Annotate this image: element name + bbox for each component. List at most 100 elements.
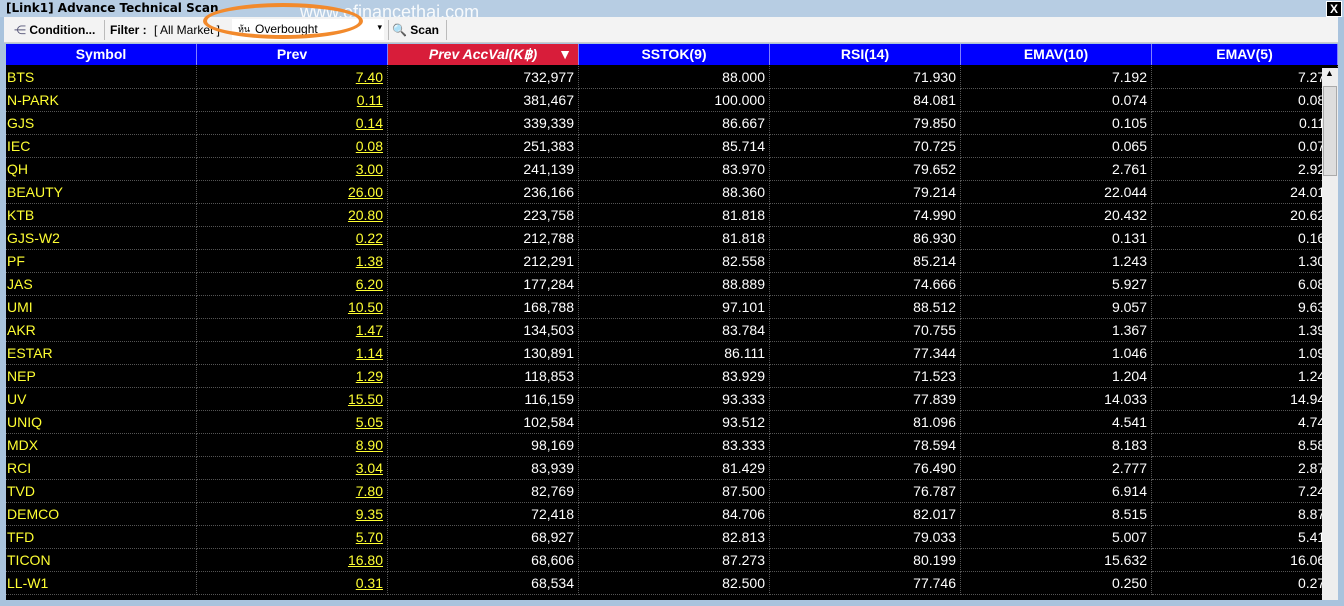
prev-price-link[interactable]: 26.00 (347, 184, 383, 200)
cell-rsi: 78.594 (770, 434, 961, 457)
table-row[interactable]: UV 15.50 116,159 93.333 77.839 14.033 14.946 (6, 388, 1338, 411)
prev-price-link[interactable]: 6.20 (355, 276, 383, 292)
cell-symbol: BEAUTY (6, 181, 197, 204)
prev-price-link[interactable]: 5.05 (355, 414, 383, 430)
prev-price-link[interactable]: 5.70 (355, 529, 383, 545)
prev-price-link[interactable]: 1.38 (355, 253, 383, 269)
sort-desc-icon: ▼ (558, 46, 572, 62)
cell-sstok: 83.970 (579, 158, 770, 181)
cell-emav5: 14.946 (1152, 388, 1338, 411)
cell-sstok: 88.360 (579, 181, 770, 204)
filter-market-select[interactable]: [ All Market ] (154, 23, 221, 37)
cell-prev-accval: 98,169 (388, 434, 579, 457)
table-row[interactable]: IEC 0.08 251,383 85.714 70.725 0.065 0.074 (6, 135, 1338, 158)
prev-price-link[interactable]: 7.40 (355, 69, 383, 85)
scan-type-prefix: หุ้น (238, 24, 251, 34)
cell-emav10: 8.515 (961, 503, 1152, 526)
prev-price-link[interactable]: 3.00 (355, 161, 383, 177)
table-row[interactable]: UMI 10.50 168,788 97.101 88.512 9.057 9.635 (6, 296, 1338, 319)
column-header-sstok[interactable]: SSTOK(9) (579, 44, 770, 65)
prev-price-link[interactable]: 3.04 (355, 460, 383, 476)
prev-price-link[interactable]: 0.14 (355, 115, 383, 131)
table-row[interactable]: JAS 6.20 177,284 88.889 74.666 5.927 6.087 (6, 273, 1338, 296)
table-row[interactable]: N-PARK 0.11 381,467 100.000 84.081 0.074 0.085 (6, 89, 1338, 112)
cell-prev-accval: 130,891 (388, 342, 579, 365)
divider (446, 20, 447, 40)
cell-prev-accval: 381,467 (388, 89, 579, 112)
cell-sstok: 86.667 (579, 112, 770, 135)
table-row[interactable]: BTS 7.40 732,977 88.000 71.930 7.192 7.275 (6, 66, 1338, 89)
column-header-symbol[interactable]: Symbol (6, 44, 197, 65)
cell-rsi: 88.512 (770, 296, 961, 319)
cell-symbol: BTS (6, 66, 197, 89)
table-row[interactable]: TVD 7.80 82,769 87.500 76.787 6.914 7.244 (6, 480, 1338, 503)
scan-type-dropdown[interactable]: หุ้น Overbought ▾ (232, 19, 384, 40)
column-header-emav5[interactable]: EMAV(5) (1152, 44, 1338, 65)
table-row[interactable]: PF 1.38 212,291 82.558 85.214 1.243 1.307 (6, 250, 1338, 273)
table-row[interactable]: LL-W1 0.31 68,534 82.500 77.746 0.250 0.279 (6, 572, 1338, 595)
cell-sstok: 86.111 (579, 342, 770, 365)
prev-price-link[interactable]: 16.80 (347, 552, 383, 568)
prev-price-link[interactable]: 0.31 (355, 575, 383, 591)
table-row[interactable]: AKR 1.47 134,503 83.784 70.755 1.367 1.393 (6, 319, 1338, 342)
cell-symbol: GJS-W2 (6, 227, 197, 250)
column-header-rsi[interactable]: RSI(14) (770, 44, 961, 65)
column-header-label: RSI(14) (840, 46, 890, 62)
cell-prev-accval: 732,977 (388, 66, 579, 89)
cell-sstok: 81.429 (579, 457, 770, 480)
prev-price-link[interactable]: 8.90 (355, 437, 383, 453)
cell-prev-accval: 134,503 (388, 319, 579, 342)
table-row[interactable]: DEMCO 9.35 72,418 84.706 82.017 8.515 8.878 (6, 503, 1338, 526)
window-title: [Link1] Advance Technical Scan (6, 1, 219, 15)
cell-rsi: 77.746 (770, 572, 961, 595)
prev-price-link[interactable]: 0.11 (356, 92, 383, 108)
table-row[interactable]: RCI 3.04 83,939 81.429 76.490 2.777 2.870 (6, 457, 1338, 480)
prev-price-link[interactable]: 1.14 (355, 345, 383, 361)
table-row[interactable]: GJS 0.14 339,339 86.667 79.850 0.105 0.117 (6, 112, 1338, 135)
table-row[interactable]: KTB 20.80 223,758 81.818 74.990 20.432 20.622 (6, 204, 1338, 227)
table-row[interactable]: MDX 8.90 98,169 83.333 78.594 8.183 8.581 (6, 434, 1338, 457)
cell-rsi: 70.725 (770, 135, 961, 158)
cell-rsi: 76.787 (770, 480, 961, 503)
prev-price-link[interactable]: 0.08 (355, 138, 383, 154)
table-row[interactable]: TICON 16.80 68,606 87.273 80.199 15.632 16.064 (6, 549, 1338, 572)
chevron-down-icon[interactable]: ▾ (377, 22, 382, 32)
column-header-label: Prev (276, 46, 308, 62)
prev-price-link[interactable]: 7.80 (355, 483, 383, 499)
cell-prev: 15.50 (197, 388, 388, 411)
cell-prev: 3.04 (197, 457, 388, 480)
cell-emav10: 0.131 (961, 227, 1152, 250)
cell-rsi: 79.652 (770, 158, 961, 181)
prev-price-link[interactable]: 15.50 (347, 391, 383, 407)
condition-button[interactable]: ⋲ Condition... (14, 21, 95, 39)
cell-rsi: 79.850 (770, 112, 961, 135)
prev-price-link[interactable]: 0.22 (355, 230, 383, 246)
cell-emav5: 0.074 (1152, 135, 1338, 158)
cell-symbol: TVD (6, 480, 197, 503)
table-row[interactable]: TFD 5.70 68,927 82.813 79.033 5.007 5.410 (6, 526, 1338, 549)
cell-sstok: 81.818 (579, 227, 770, 250)
close-button[interactable]: X (1326, 1, 1342, 17)
table-row[interactable]: NEP 1.29 118,853 83.929 71.523 1.204 1.244 (6, 365, 1338, 388)
scan-button[interactable]: 🔍 Scan (392, 21, 439, 39)
prev-price-link[interactable]: 9.35 (355, 506, 383, 522)
cell-prev: 0.14 (197, 112, 388, 135)
table-row[interactable]: QH 3.00 241,139 83.970 79.652 2.761 2.924 (6, 158, 1338, 181)
prev-price-link[interactable]: 1.29 (355, 368, 383, 384)
prev-price-link[interactable]: 1.47 (355, 322, 383, 338)
scrollbar-thumb[interactable] (1323, 86, 1337, 176)
column-header-prev-accval[interactable]: Prev AccVal(K฿) ▼ (388, 44, 579, 65)
table-row[interactable]: BEAUTY 26.00 236,166 88.360 79.214 22.044 24.0… (6, 181, 1338, 204)
column-header-emav10[interactable]: EMAV(10) (961, 44, 1152, 65)
scroll-up-icon[interactable]: ▲ (1325, 68, 1334, 78)
prev-price-link[interactable]: 10.50 (347, 299, 383, 315)
column-header-prev[interactable]: Prev (197, 44, 388, 65)
cell-prev: 26.00 (197, 181, 388, 204)
table-row[interactable]: GJS-W2 0.22 212,788 81.818 86.930 0.131 0.163 (6, 227, 1338, 250)
cell-emav5: 1.096 (1152, 342, 1338, 365)
table-row[interactable]: ESTAR 1.14 130,891 86.111 77.344 1.046 1.096 (6, 342, 1338, 365)
prev-price-link[interactable]: 20.80 (347, 207, 383, 223)
cell-emav5: 16.064 (1152, 549, 1338, 572)
table-row[interactable]: UNIQ 5.05 102,584 93.512 81.096 4.541 4.748 (6, 411, 1338, 434)
vertical-scrollbar[interactable]: ▲ (1322, 68, 1338, 600)
